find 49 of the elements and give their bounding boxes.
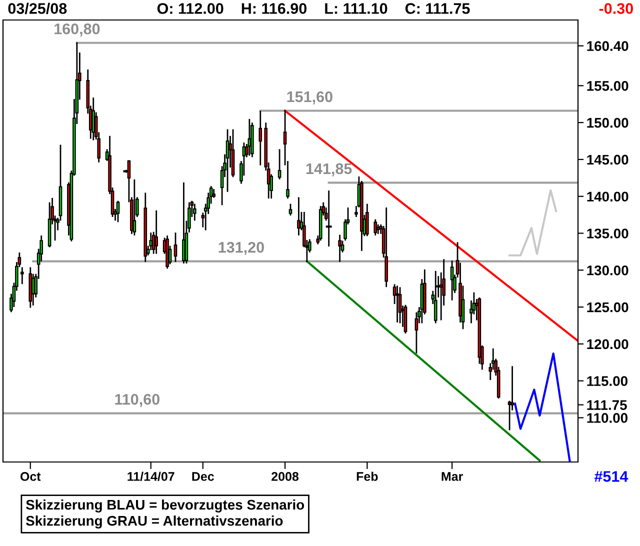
candlestick: [182, 182, 186, 264]
y-tick-label: 130.00: [587, 265, 628, 276]
candlestick: [297, 197, 300, 236]
x-tick-label: 2008: [272, 472, 299, 481]
candlestick: [374, 219, 378, 236]
x-tick-label: 11/14/07: [128, 472, 174, 482]
candlestick: [132, 179, 136, 236]
annotation: 110,60: [115, 394, 160, 407]
text: -0.30: [599, 3, 633, 14]
chart-title: 03/25/08: [8, 2, 67, 14]
annotation: 131,20: [218, 242, 264, 255]
y-tick-label: 110.00: [587, 413, 628, 423]
candlestick: [398, 287, 402, 324]
candlestick: [92, 98, 96, 140]
y-tick-label: 135.00: [587, 228, 628, 238]
candlestick: [193, 204, 196, 221]
candlestick: [366, 204, 369, 236]
chart-subtitle: O: 112.00 H: 116.90 L: 111.10 C: 111.75: [157, 3, 470, 14]
text: Skizzierung BLAU = bevorzugtes Szenario Skizzierung GRAU = Alternativszenario: [26, 499, 304, 529]
annotation: 151,60: [287, 91, 332, 104]
annotation: 160,80: [54, 23, 100, 37]
y-tick-label: 115.00: [587, 376, 628, 386]
candlestick: [154, 210, 158, 254]
candlestick: [450, 260, 454, 300]
y-tick-label: 140.00: [587, 192, 628, 202]
y-tick-label: 111.75: [587, 400, 627, 410]
x-tick-label: Feb: [356, 472, 378, 481]
annotation: 141,85: [306, 163, 352, 176]
candlestick: [338, 234, 342, 262]
y-tick-label: 145.00: [587, 154, 628, 165]
candlestick: [258, 110, 262, 166]
candlestick: [288, 204, 292, 216]
line-series: [514, 352, 571, 462]
y-tick-label: 120.00: [587, 339, 628, 350]
candlestick: [20, 267, 24, 284]
y-tick-label: 160.40: [587, 41, 628, 51]
candlestick: [116, 200, 120, 222]
candlestick: [434, 270, 438, 324]
line-series: [508, 189, 558, 256]
x-tick-label: Mar: [442, 472, 463, 481]
candlestick: [278, 149, 282, 180]
candlestick: [396, 286, 399, 322]
candlestick: [174, 232, 178, 262]
y-tick-label: 125.00: [587, 302, 628, 312]
y-tick-label: 150.00: [587, 118, 628, 128]
text: #514: [594, 471, 628, 482]
x-tick-label: Oct: [20, 472, 41, 481]
y-tick-label: 155.00: [587, 81, 628, 91]
x-tick-label: Dec: [192, 472, 214, 481]
